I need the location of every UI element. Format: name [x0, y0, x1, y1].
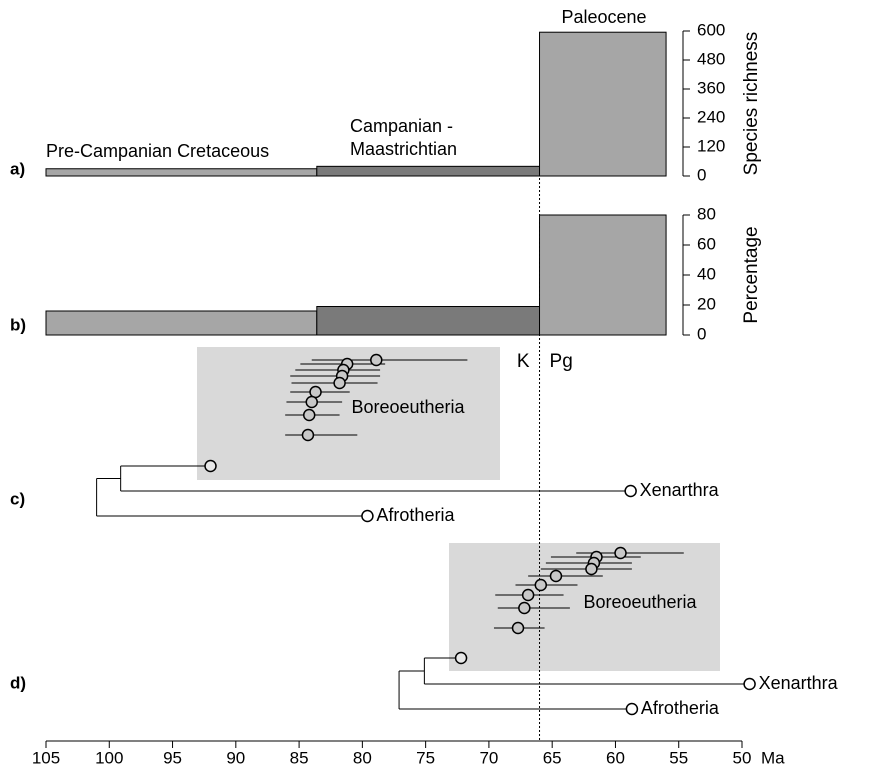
- node-age: [521, 588, 535, 602]
- y-tick-label: 360: [697, 78, 725, 97]
- bar: [45, 168, 318, 177]
- panel-label: b): [10, 315, 26, 334]
- x-tick-label: 75: [416, 748, 435, 767]
- clade-label: Boreoeutheria: [583, 592, 697, 612]
- x-tick-label: 85: [290, 748, 309, 767]
- node-age: [549, 569, 563, 583]
- bar: [539, 214, 667, 336]
- x-axis-label: Ma: [761, 748, 785, 767]
- boundary-label: K: [517, 351, 530, 372]
- node-age: [370, 353, 383, 367]
- tip-label: Afrotheria: [376, 505, 455, 525]
- node-age: [333, 376, 346, 390]
- period-label-line: Campanian -: [350, 116, 453, 136]
- node-age: [614, 546, 627, 560]
- boundary-label: Pg: [550, 351, 573, 372]
- bar: [316, 306, 541, 336]
- x-tick-label: 60: [606, 748, 625, 767]
- x-tick-label: 55: [669, 748, 688, 767]
- tip: [624, 484, 637, 498]
- y-tick-label: 240: [697, 107, 725, 126]
- y-tick-label: 0: [697, 165, 706, 184]
- period-label: Campanian - Maastrichtian: [350, 116, 457, 159]
- panel-label: c): [10, 489, 25, 508]
- x-tick-label: 70: [479, 748, 498, 767]
- tip-label: Xenarthra: [640, 480, 720, 500]
- x-tick-label: 95: [163, 748, 182, 767]
- y-tick-label: 0: [697, 324, 706, 343]
- x-tick-label: 90: [226, 748, 245, 767]
- y-tick-label: 80: [697, 204, 716, 223]
- node-age: [301, 428, 315, 442]
- tip: [625, 702, 639, 716]
- tip-label: Xenarthra: [759, 673, 839, 693]
- bar: [539, 31, 667, 177]
- node-age: [511, 621, 525, 635]
- period-label-line: Maastrichtian: [350, 139, 457, 159]
- x-tick-label: 65: [543, 748, 562, 767]
- x-tick-label: 80: [353, 748, 372, 767]
- tip-label: Afrotheria: [641, 698, 720, 718]
- x-tick-label: 100: [95, 748, 123, 767]
- node-age: [305, 395, 318, 409]
- y-tick-label: 20: [697, 294, 716, 313]
- clade-label: Boreoeutheria: [351, 397, 465, 417]
- y-axis-label: Percentage: [741, 226, 762, 323]
- y-tick-label: 40: [697, 264, 716, 283]
- y-tick-label: 600: [697, 20, 725, 39]
- clade-box: [449, 543, 720, 671]
- bar: [45, 310, 318, 336]
- stem-node: [204, 459, 217, 473]
- period-label: Paleocene: [561, 7, 646, 27]
- panel-label: a): [10, 159, 25, 178]
- node-age: [302, 408, 316, 422]
- y-tick-label: 60: [697, 234, 716, 253]
- tip: [361, 509, 374, 523]
- x-tick-label: 105: [32, 748, 60, 767]
- bar: [316, 165, 541, 177]
- x-tick-label: 50: [733, 748, 752, 767]
- node-age: [585, 562, 598, 576]
- y-tick-label: 480: [697, 49, 725, 68]
- y-axis-label: Species richness: [741, 32, 762, 176]
- node-age: [534, 578, 548, 592]
- node-age: [518, 601, 531, 615]
- panel-label: d): [10, 673, 26, 692]
- stem-node: [454, 651, 468, 665]
- y-tick-label: 120: [697, 136, 725, 155]
- tip: [743, 677, 756, 691]
- period-label: Pre-Campanian Cretaceous: [46, 141, 269, 161]
